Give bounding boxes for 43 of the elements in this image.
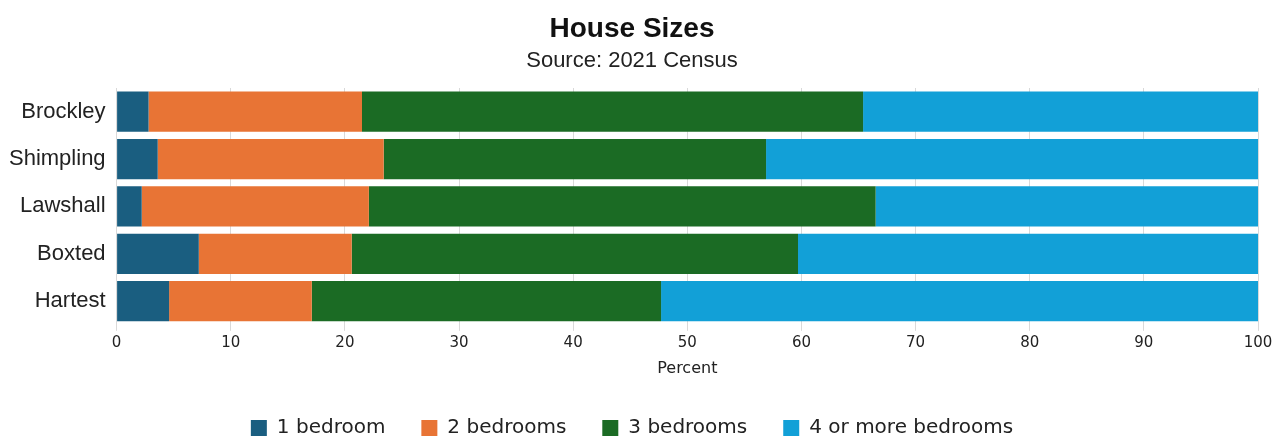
bar (875, 186, 1258, 227)
bar (157, 138, 384, 180)
bar (117, 186, 142, 227)
bar (863, 91, 1258, 132)
x-tick-label: 50 (677, 332, 697, 351)
bar (311, 280, 662, 322)
bar (766, 138, 1258, 180)
bar (383, 138, 767, 180)
bar (117, 91, 149, 132)
bar (169, 280, 312, 322)
legend-label: 2 bedrooms (447, 414, 567, 439)
y-tick-label: Lawshall (20, 192, 106, 218)
y-tick-label: Boxted (37, 239, 106, 265)
chart-subtitle: Source: 2021 Census (526, 46, 738, 72)
legend-label: 3 bedrooms (628, 414, 748, 439)
x-tick-label: 90 (1134, 332, 1154, 351)
x-tick-label: 40 (563, 332, 583, 351)
bar (117, 233, 199, 274)
legend-label: 1 bedroom (276, 414, 386, 439)
x-tick-label: 60 (791, 332, 811, 351)
bar (368, 186, 876, 227)
bar (362, 91, 864, 132)
x-tick-label: 70 (906, 332, 926, 351)
legend-label: 4 or more bedrooms (809, 414, 1014, 439)
bar (117, 138, 158, 180)
bar (141, 186, 369, 227)
x-tick-label: 100 (1243, 332, 1273, 351)
x-tick-label: 20 (335, 332, 355, 351)
bar (351, 233, 799, 274)
bar (198, 233, 352, 274)
bar (798, 233, 1258, 274)
bar (148, 91, 363, 132)
bar (117, 280, 170, 322)
y-tick-label: Brockley (21, 97, 106, 123)
x-axis-title: Percent (657, 357, 718, 377)
x-tick-label: 80 (1020, 332, 1040, 351)
y-tick-label: Hartest (34, 287, 106, 313)
y-tick-label: Shimpling (9, 145, 106, 171)
bar (661, 280, 1258, 322)
x-tick-label: 30 (449, 332, 469, 351)
x-tick-label: 10 (221, 332, 241, 351)
chart-title: House Sizes (549, 11, 715, 43)
x-tick-label: 0 (111, 332, 122, 351)
